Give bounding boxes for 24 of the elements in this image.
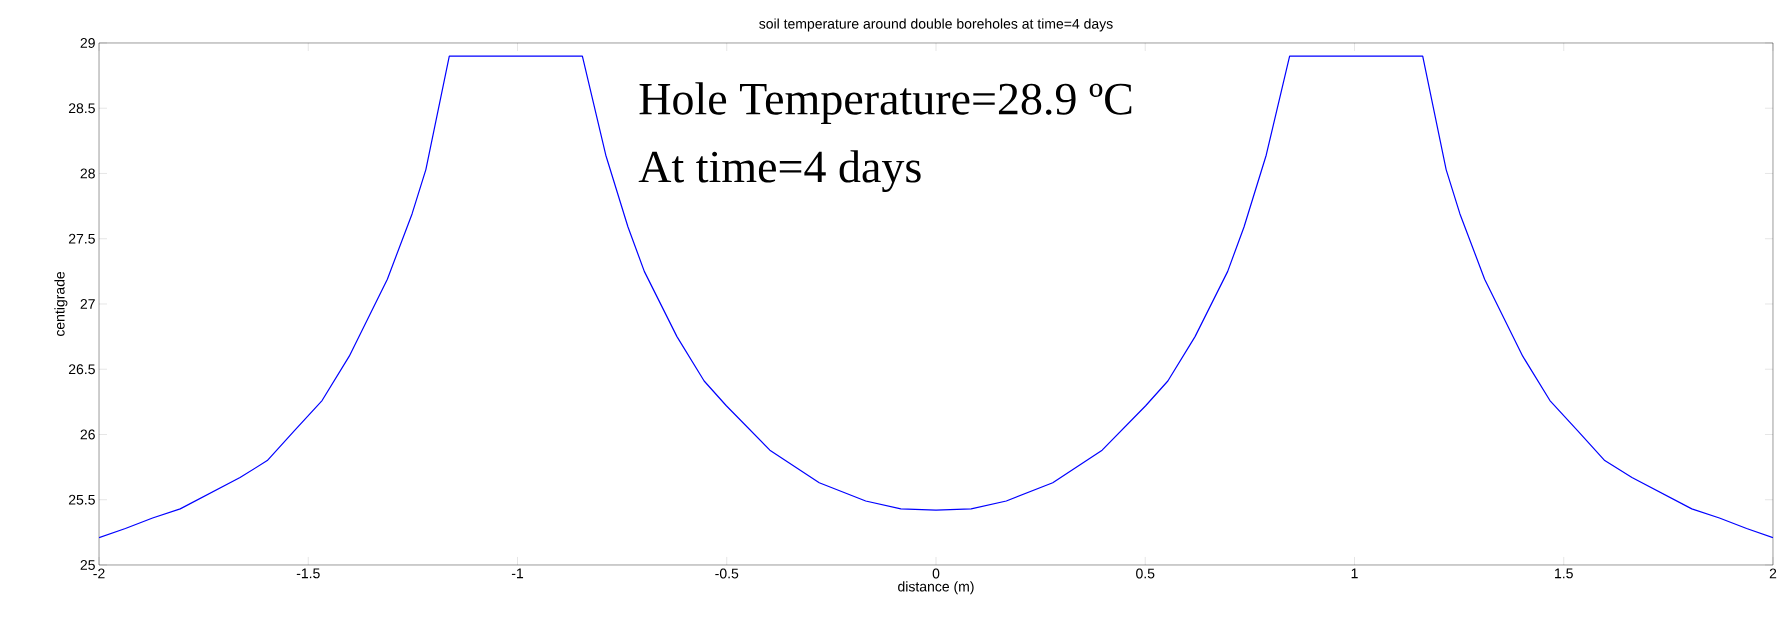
line-series xyxy=(99,55,1773,539)
x-tick-label: -2 xyxy=(93,568,105,579)
x-tick-label: 2 xyxy=(1769,568,1777,579)
annotation: Hole Temperature=28.9 ºC xyxy=(639,82,1132,125)
x-tick-label: 0 xyxy=(932,568,940,579)
y-tick-label: 29 xyxy=(80,38,95,48)
chart-title: soil temperature around double boreholes at time=4 days xyxy=(759,18,1113,32)
y-axis-title: centigrade xyxy=(54,271,68,337)
x-tick-label: 1.5 xyxy=(1555,568,1573,579)
y-tick-label: 27.5 xyxy=(68,233,95,244)
y-tick-label: 26 xyxy=(80,429,95,440)
y-tick-label: 26.5 xyxy=(68,364,95,375)
x-axis-title: distance (m) xyxy=(898,581,974,595)
y-tick-label: 28.5 xyxy=(68,103,95,114)
y-tick-label: 25.5 xyxy=(68,494,95,505)
x-tick-label: 1 xyxy=(1351,568,1358,579)
x-tick-label: 0.5 xyxy=(1136,568,1155,579)
x-tick-label: -1.5 xyxy=(296,568,320,579)
y-tick-label: 28 xyxy=(80,168,95,179)
y-tick-label: 25 xyxy=(80,560,95,570)
x-tick-label: -0.5 xyxy=(715,568,739,579)
annotation: At time=4 days xyxy=(638,150,921,193)
y-tick-label: 27 xyxy=(80,299,95,309)
x-tick-label: -1 xyxy=(511,568,524,579)
